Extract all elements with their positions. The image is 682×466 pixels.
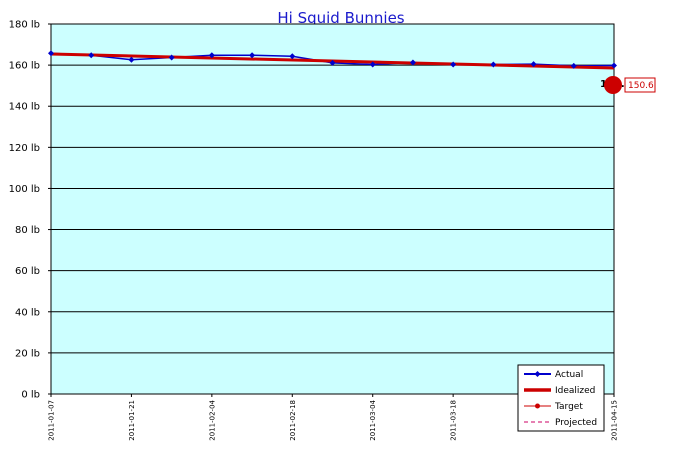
- legend-item-projected: Projected: [524, 418, 597, 428]
- actual-data-point: [530, 61, 537, 68]
- x-tick-label: 2011-03-18: [450, 400, 458, 441]
- plot-area: [50, 23, 615, 395]
- target-callout-label: 150.6: [628, 81, 654, 91]
- legend-label-projected: Projected: [555, 418, 597, 428]
- actual-data-point: [289, 53, 296, 60]
- y-tick-label: 0 lb: [21, 390, 40, 401]
- grid-lines: [51, 64, 614, 354]
- y-tick-label: 140 lb: [9, 102, 40, 113]
- y-tick-label: 120 lb: [9, 143, 40, 154]
- target-marker: [604, 76, 622, 94]
- legend-item-target: Target: [524, 402, 583, 412]
- actual-data-point: [48, 50, 54, 57]
- legend-label-idealized: Idealized: [555, 386, 595, 396]
- y-tick-label: 20 lb: [15, 348, 40, 359]
- x-tick-label: 2011-03-04: [369, 399, 377, 440]
- actual-data-point: [208, 52, 215, 59]
- y-tick-label: 180 lb: [9, 20, 40, 31]
- actual-data-point: [249, 52, 256, 59]
- x-tick-label: 2011-01-21: [128, 400, 136, 441]
- target-callout-box: [624, 77, 656, 93]
- actual-data-point: [329, 59, 336, 66]
- y-tick-label: 40 lb: [15, 307, 40, 318]
- legend: Actual Idealized Target Projected: [517, 364, 605, 432]
- chart-title: Hi Squid Bunnies: [277, 9, 404, 27]
- y-tick-label: 100 lb: [9, 184, 40, 195]
- actual-data-point: [168, 54, 175, 61]
- y-tick-label: 80 lb: [15, 225, 40, 236]
- series-layer: [48, 50, 617, 70]
- y-tick-label: 60 lb: [15, 266, 40, 277]
- actual-data-point: [128, 56, 135, 63]
- legend-box: [517, 364, 605, 432]
- dot-marker-icon: [535, 403, 540, 409]
- legend-label-target: Target: [554, 402, 583, 412]
- x-tick-label: 2011-02-18: [289, 400, 297, 441]
- x-tick-label: 2011-01-07: [48, 400, 56, 441]
- actual-data-point: [611, 62, 617, 69]
- y-axis: 0 lb 20 lb 40 lb 60 lb 80 lb 100 lb 120 lb 140 …: [9, 20, 51, 401]
- legend-label-actual: Actual: [555, 370, 583, 380]
- actual-data-point: [450, 61, 457, 68]
- actual-data-point: [369, 61, 376, 68]
- actual-data-point: [409, 59, 416, 66]
- y-tick-label: 160 lb: [9, 61, 40, 72]
- diamond-marker-icon: [534, 371, 541, 377]
- actual-data-point: [490, 61, 497, 68]
- actual-data-point: [88, 52, 95, 59]
- legend-item-actual: Actual: [524, 370, 583, 380]
- x-tick-label: 2011-02-04: [208, 399, 216, 440]
- legend-item-idealized: Idealized: [524, 386, 595, 396]
- actual-data-point: [570, 62, 577, 69]
- x-tick-label: 2011-04-15: [611, 400, 619, 441]
